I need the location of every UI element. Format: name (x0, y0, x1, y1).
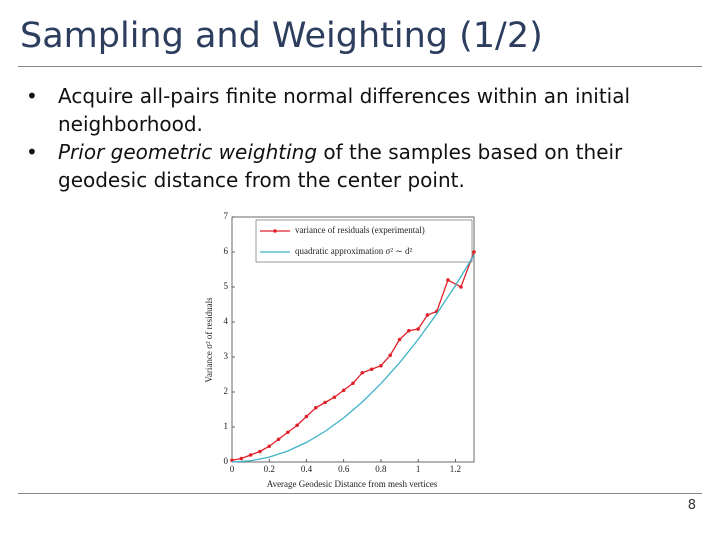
y-tick-label: 1 (224, 421, 229, 431)
data-point (258, 449, 262, 454)
y-axis-label: Variance σ² of residuals (204, 297, 214, 383)
data-point (369, 367, 374, 372)
x-axis-label: Average Geodesic Distance from mesh vert… (267, 479, 438, 489)
y-tick-label: 5 (224, 281, 229, 291)
data-point (313, 405, 318, 410)
bullet: Acquire all-pairs finite normal differen… (22, 82, 682, 138)
y-tick-label: 2 (224, 386, 229, 396)
data-point (304, 414, 309, 419)
data-point (360, 370, 365, 375)
data-point (425, 313, 430, 317)
y-tick-label: 6 (224, 246, 229, 256)
bullet-italic: Prior geometric weighting (58, 140, 318, 164)
legend-box (255, 219, 473, 263)
data-point (472, 250, 476, 254)
x-tick-label: 0.2 (264, 464, 275, 474)
x-tick-label: 1 (416, 464, 421, 474)
data-point (459, 285, 463, 289)
data-point (267, 444, 272, 449)
data-point (341, 388, 346, 393)
plot-frame (231, 216, 475, 463)
bullet-text: of the samples based on their geodesic d… (58, 140, 623, 192)
bullet-text: Acquire all-pairs finite normal differen… (58, 84, 631, 136)
data-point (239, 456, 244, 461)
page-number: 8 (687, 498, 696, 513)
data-point (332, 395, 337, 400)
x-tick-label: 0.4 (301, 464, 313, 474)
data-point (351, 381, 355, 386)
x-tick-label: 0.6 (338, 464, 350, 474)
x-tick-label: 1.2 (450, 464, 461, 474)
data-point (276, 437, 281, 442)
y-tick-label: 4 (224, 316, 229, 326)
data-point (397, 337, 402, 342)
slide-title: Sampling and Weighting (1/2) (20, 16, 543, 56)
data-point (248, 453, 253, 457)
x-tick-label: 0.8 (375, 464, 387, 474)
y-tick-label: 3 (224, 351, 229, 361)
data-point (446, 278, 450, 282)
data-point (416, 327, 420, 331)
x-tick-label: 0 (230, 464, 235, 474)
data-point (379, 363, 383, 368)
footer-rule (18, 493, 702, 494)
series-line (231, 251, 475, 461)
series-line (231, 254, 475, 463)
data-point (388, 353, 393, 358)
bullet: Prior geometric weighting of the samples… (22, 138, 682, 194)
bullet-list: Acquire all-pairs finite normal differen… (22, 82, 682, 194)
legend-label: quadratic approximation σ² ∼ d² (295, 246, 413, 256)
legend-marker (273, 229, 277, 233)
data-point (323, 400, 327, 405)
data-point (295, 423, 299, 428)
legend-label: variance of residuals (experimental) (295, 225, 425, 235)
title-rule (18, 66, 702, 67)
y-tick-label: 0 (224, 456, 229, 466)
data-point (286, 430, 290, 435)
y-tick-label: 7 (224, 211, 229, 221)
data-point (407, 328, 411, 333)
data-point (230, 458, 234, 463)
